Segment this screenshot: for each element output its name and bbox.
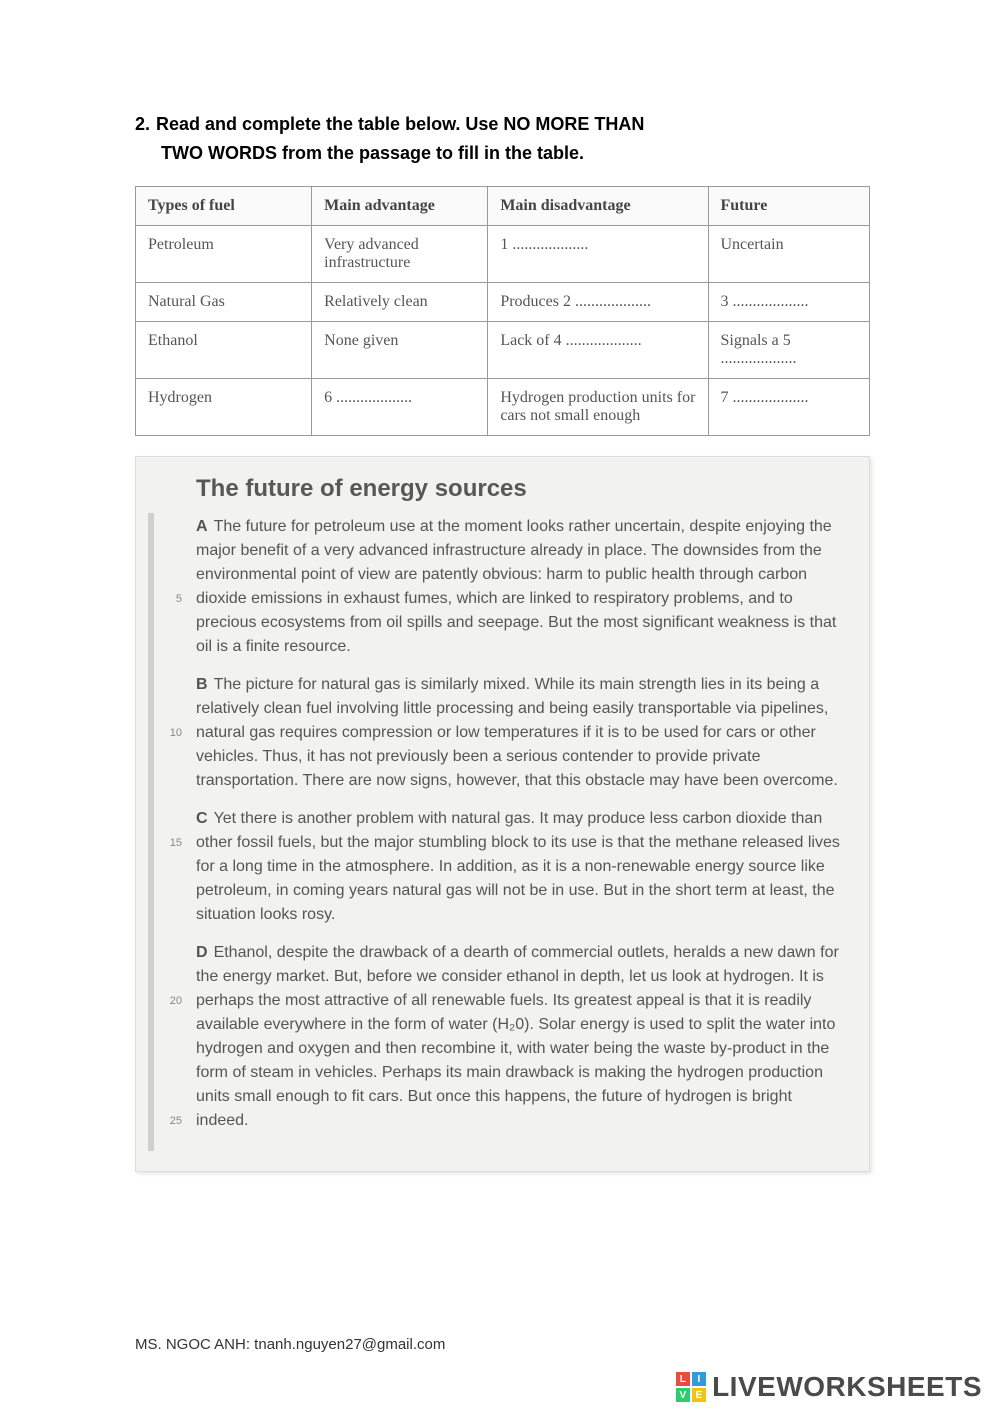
table-cell: 7 ................... (708, 378, 870, 435)
table-cell: 1 ................... (488, 225, 708, 282)
footer-credit: MS. NGOC ANH: tnanh.nguyen27@gmail.com (135, 1336, 445, 1353)
brand-logo-cell: E (692, 1388, 706, 1402)
passage-left-bar (148, 513, 154, 1151)
instruction-line1: Read and complete the table below. Use N… (156, 114, 644, 134)
table-cell: Hydrogen production units for cars not s… (488, 378, 708, 435)
table-row: EthanolNone givenLack of 4 .............… (136, 321, 870, 378)
line-number-column: 15 (160, 807, 194, 927)
header-types: Types of fuel (136, 186, 312, 225)
question-number: 2. (135, 110, 150, 139)
instruction-line2: TWO WORDS from the passage to fill in th… (135, 139, 870, 168)
paragraph-label: A (196, 518, 208, 535)
brand-watermark: LIVE LIVEWORKSHEETS (676, 1371, 982, 1403)
header-disadvantage: Main disadvantage (488, 186, 708, 225)
table-row: PetroleumVery advanced infrastructure1 .… (136, 225, 870, 282)
paragraph-text: CYet there is another problem with natur… (194, 807, 845, 927)
table-cell: Produces 2 ................... (488, 282, 708, 321)
table-cell: Hydrogen (136, 378, 312, 435)
passage-paragraph: 2025DEthanol, despite the drawback of a … (160, 941, 845, 1133)
passage-paragraph: 5 AThe future for petroleum use at the mo… (160, 515, 845, 659)
instruction-text: 2. Read and complete the table below. Use… (135, 110, 870, 168)
line-number: 5 (176, 591, 182, 608)
paragraph-label: C (196, 810, 208, 827)
line-number: 25 (170, 1113, 182, 1130)
brand-logo-icon: LIVE (676, 1372, 706, 1402)
table-cell: Ethanol (136, 321, 312, 378)
paragraph-text: BThe picture for natural gas is similarl… (194, 673, 845, 793)
passage-box: The future of energy sources 5 AThe futur… (135, 456, 870, 1172)
brand-logo-cell: I (692, 1372, 706, 1386)
table-cell: Natural Gas (136, 282, 312, 321)
table-cell: Petroleum (136, 225, 312, 282)
table-cell: Relatively clean (312, 282, 488, 321)
table-header-row: Types of fuel Main advantage Main disadv… (136, 186, 870, 225)
passage-paragraph: 15 CYet there is another problem with nat… (160, 807, 845, 927)
passage-paragraph: 10 BThe picture for natural gas is simila… (160, 673, 845, 793)
table-row: Natural GasRelatively cleanProduces 2 ..… (136, 282, 870, 321)
line-number-column: 5 (160, 515, 194, 659)
table-cell: 3 ................... (708, 282, 870, 321)
paragraph-label: B (196, 676, 208, 693)
table-cell: None given (312, 321, 488, 378)
brand-text: LIVEWORKSHEETS (712, 1371, 982, 1403)
table-cell: Signals a 5 ................... (708, 321, 870, 378)
table-cell: Very advanced infrastructure (312, 225, 488, 282)
table-cell: Lack of 4 ................... (488, 321, 708, 378)
line-number: 20 (170, 993, 182, 1010)
line-number-column: 10 (160, 673, 194, 793)
passage-title: The future of energy sources (160, 475, 845, 503)
table-cell: 6 ................... (312, 378, 488, 435)
brand-logo-cell: V (676, 1388, 690, 1402)
line-number: 10 (170, 725, 182, 742)
line-number-column: 2025 (160, 941, 194, 1133)
brand-logo-cell: L (676, 1372, 690, 1386)
table-row: Hydrogen6 ...................Hydrogen pr… (136, 378, 870, 435)
line-number: 15 (170, 835, 182, 852)
table-cell: Uncertain (708, 225, 870, 282)
paragraph-text: DEthanol, despite the drawback of a dear… (194, 941, 845, 1133)
header-advantage: Main advantage (312, 186, 488, 225)
fuel-table: Types of fuel Main advantage Main disadv… (135, 186, 870, 436)
paragraph-label: D (196, 944, 208, 961)
paragraph-text: AThe future for petroleum use at the mom… (194, 515, 845, 659)
header-future: Future (708, 186, 870, 225)
